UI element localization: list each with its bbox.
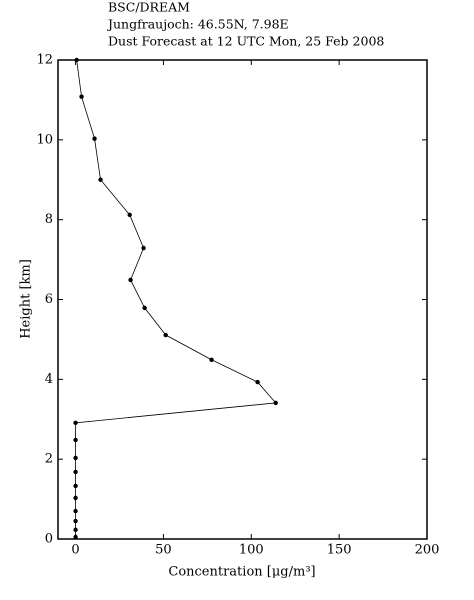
y-tick-label: 6 [45,292,53,307]
profile-point [92,136,97,141]
y-tick-label: 8 [45,212,53,227]
profile-point [73,469,78,475]
profile-point [128,277,133,283]
profile-point [73,508,78,514]
chart-title: BSC/DREAM [108,0,190,15]
y-axis-label: Height [km] [19,259,34,339]
profile-point [73,534,78,540]
x-axis-label: Concentration [μg/m³] [168,565,315,580]
profile-point [163,332,168,338]
y-tick-label: 2 [45,452,53,467]
y-tick-label: 0 [45,532,53,547]
x-tick-label: 100 [239,543,264,558]
plot-frame [57,59,428,540]
chart-title: Jungfraujoch: 46.55N, 7.98E [106,17,289,32]
profile-point [273,400,278,406]
profile-point [127,212,132,218]
profile-point [98,177,103,182]
profile-point [142,305,147,311]
profile-point [141,245,146,251]
profile-point [73,495,78,501]
x-tick-label: 0 [71,543,79,558]
profile-point [73,518,78,524]
chart-title: Dust Forecast at 12 UTC Mon, 25 Feb 2008 [108,34,384,49]
profile-point [73,527,78,533]
profile-point [73,420,78,426]
x-tick-label: 200 [415,543,440,558]
profile-point [73,483,78,489]
y-tick-label: 4 [45,372,53,387]
profile-point [73,437,78,443]
profile-point [74,57,79,63]
y-tick-label: 10 [36,132,53,147]
profile-point [79,94,84,99]
profile-point [209,357,214,362]
profile-point [73,455,78,461]
x-tick-label: 50 [155,543,172,558]
profile-point [255,379,260,385]
y-tick-label: 12 [36,53,53,68]
profile-line [75,59,277,538]
x-tick-label: 150 [327,543,352,558]
